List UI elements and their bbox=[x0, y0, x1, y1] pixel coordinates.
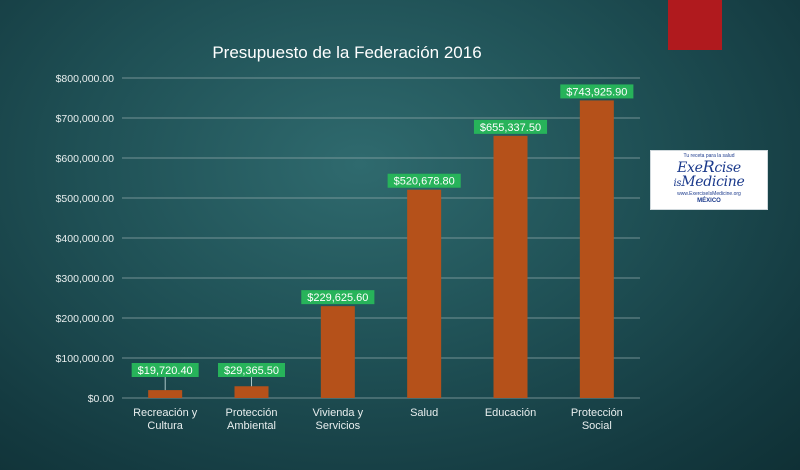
data-label: $520,678.80 bbox=[387, 173, 461, 188]
data-label: $29,365.50 bbox=[218, 363, 285, 387]
logo-line-2: isMedicine bbox=[673, 174, 745, 190]
logo-url: www.ExerciseIsMedicine.org bbox=[677, 191, 741, 197]
chart-title: Presupuesto de la Federación 2016 bbox=[212, 43, 481, 62]
exercise-is-medicine-logo: Tu receta para la salud ExeRcise isMedic… bbox=[650, 150, 768, 210]
logo-country: MÉXICO bbox=[697, 198, 721, 204]
data-label-text: $229,625.60 bbox=[307, 292, 368, 304]
data-label-box bbox=[473, 119, 548, 134]
x-tick-label: Vivienda y Servicios bbox=[313, 407, 364, 432]
data-labels: $19,720.40 $29,365.50 $229,625.60 $520,678.… bbox=[131, 84, 634, 391]
data-label: $229,625.60 bbox=[301, 290, 375, 305]
data-label-text: $19,720.40 bbox=[138, 365, 193, 377]
bar bbox=[234, 386, 269, 398]
y-tick-label: $200,000.00 bbox=[56, 313, 115, 325]
y-tick-label: $700,000.00 bbox=[56, 113, 115, 125]
data-label-box bbox=[218, 363, 285, 377]
bar bbox=[320, 306, 355, 398]
y-tick-label: $300,000.00 bbox=[56, 273, 115, 285]
data-label-text: $520,678.80 bbox=[394, 176, 455, 188]
bar bbox=[579, 100, 614, 399]
data-label-text: $29,365.50 bbox=[224, 365, 279, 377]
data-label: $19,720.40 bbox=[131, 363, 199, 391]
y-axis-ticks: $0.00 $100,000.00 $200,000.00 $300,000.00 $4… bbox=[56, 73, 115, 405]
logo-line-1: ExeRcise bbox=[677, 157, 741, 176]
data-label-text: $743,925.90 bbox=[566, 86, 627, 98]
data-label-text: $655,337.50 bbox=[480, 122, 541, 134]
red-accent-block bbox=[668, 0, 722, 50]
data-label-box bbox=[301, 290, 375, 305]
y-tick-label: $800,000.00 bbox=[56, 73, 115, 85]
bar bbox=[407, 189, 442, 398]
y-tick-label: $500,000.00 bbox=[56, 193, 115, 205]
y-tick-label: $400,000.00 bbox=[56, 233, 115, 245]
data-label-box bbox=[560, 84, 634, 99]
x-axis-ticks: Recreación y Cultura Protección Ambiental Vi… bbox=[133, 407, 623, 432]
bar bbox=[148, 390, 183, 398]
x-tick-label: Educación bbox=[485, 407, 536, 419]
y-tick-label: $0.00 bbox=[88, 393, 114, 405]
x-tick-label: Protección Social bbox=[571, 407, 623, 432]
logo-tagline: Tu receta para la salud bbox=[683, 153, 735, 159]
y-tick-label: $600,000.00 bbox=[56, 153, 115, 165]
y-tick-label: $100,000.00 bbox=[56, 353, 115, 365]
bar bbox=[493, 135, 528, 399]
x-tick-label: Salud bbox=[410, 407, 438, 419]
data-label-box bbox=[131, 363, 199, 377]
x-tick-label: Protección Ambiental bbox=[226, 407, 278, 432]
data-label-box bbox=[387, 173, 461, 188]
data-label: $655,337.50 bbox=[473, 119, 548, 134]
x-tick-label: Recreación y Cultura bbox=[133, 407, 198, 432]
gridlines bbox=[122, 77, 640, 399]
data-label: $743,925.90 bbox=[560, 84, 634, 99]
bars bbox=[148, 100, 614, 399]
